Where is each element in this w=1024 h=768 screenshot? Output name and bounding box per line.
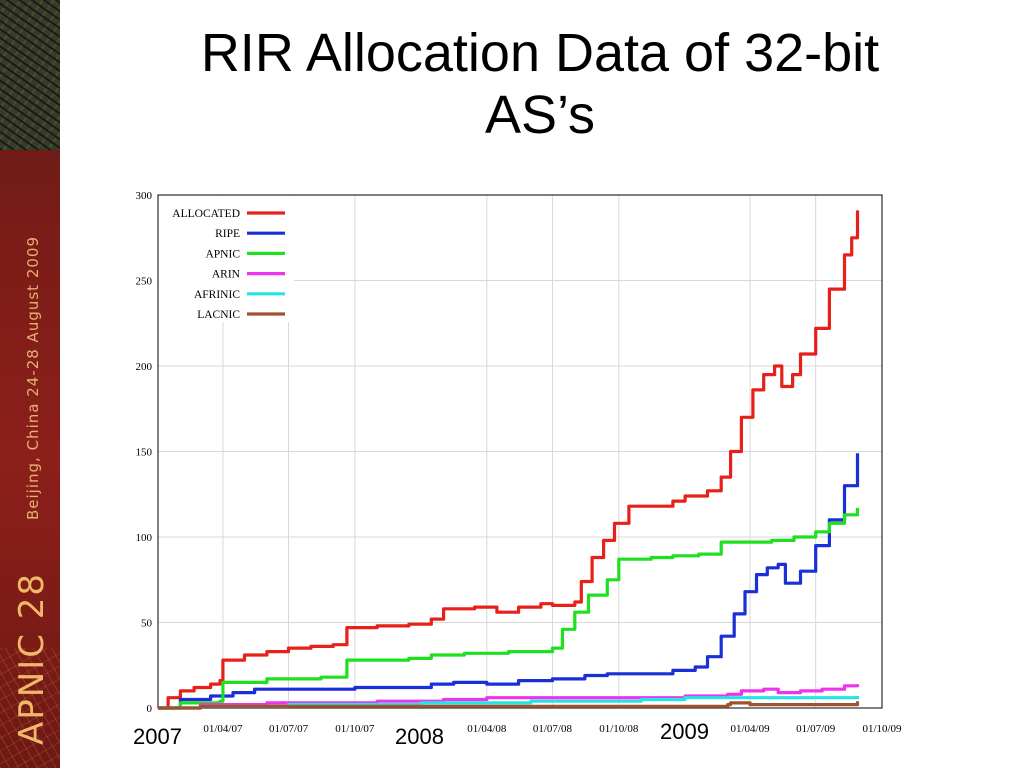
y-tick-label: 300 — [136, 190, 153, 202]
sidebar-artwork-bottom — [0, 648, 60, 768]
event-name: APNIC 28 — [12, 571, 52, 745]
y-tick-label: 0 — [147, 703, 153, 715]
y-tick-label: 150 — [136, 447, 153, 459]
slide-title: RIR Allocation Data of 32-bit AS’s — [100, 22, 980, 146]
x-tick-label: 01/07/07 — [269, 723, 309, 735]
x-tick-label: 01/10/07 — [335, 723, 375, 735]
x-tick-label: 01/07/08 — [533, 723, 573, 735]
x-tick-label: 01/04/09 — [730, 723, 770, 735]
legend-label-allocated: ALLOCATED — [172, 208, 240, 220]
x-tick-label: 01/04/07 — [203, 723, 243, 735]
allocation-chart: 0 50 100 150 200 250 300 01/04/07 01/07/07 01/10/… — [136, 190, 903, 735]
sidebar-text-area: Beijing, China 24-28 August 2009 APNIC 2… — [0, 0, 60, 768]
plot-frame — [157, 194, 883, 709]
event-dates: Beijing, China 24-28 August 2009 — [24, 236, 42, 520]
series-line-lacnic — [158, 701, 860, 710]
series-line-allocated — [158, 210, 860, 710]
year-label-2007: 2007 — [133, 724, 182, 749]
series-line-ripe — [158, 453, 860, 710]
y-tick-label: 50 — [141, 618, 153, 630]
slide-title-line-2: AS’s — [484, 85, 596, 145]
chart-container: 0 50 100 150 200 250 300 01/04/07 01/07/07 01/10/… — [110, 180, 910, 760]
legend-label-apnic: APNIC — [205, 248, 240, 260]
year-label-2008: 2008 — [395, 724, 444, 749]
x-tick-label: 01/04/08 — [467, 723, 507, 735]
y-tick-label: 100 — [136, 532, 153, 544]
y-tick-label: 200 — [136, 361, 153, 373]
x-tick-label: 01/10/09 — [862, 723, 902, 735]
y-tick-label: 250 — [136, 276, 153, 288]
x-tick-label: 01/07/09 — [796, 723, 836, 735]
year-label-2009: 2009 — [660, 719, 709, 744]
series-line-arin — [158, 684, 860, 710]
legend-label-afrinic: AFRINIC — [194, 289, 240, 301]
sidebar-artwork-top — [0, 0, 60, 150]
legend-background — [159, 196, 294, 322]
legend-label-lacnic: LACNIC — [197, 309, 240, 321]
legend-label-arin: ARIN — [212, 269, 241, 281]
x-tick-label: 01/10/08 — [599, 723, 639, 735]
slide-title-line-1: RIR Allocation Data of 32-bit — [200, 23, 880, 83]
sidebar-banner: Beijing, China 24-28 August 2009 APNIC 2… — [0, 0, 60, 768]
series-line-apnic — [158, 507, 860, 710]
legend-label-ripe: RIPE — [215, 228, 240, 240]
